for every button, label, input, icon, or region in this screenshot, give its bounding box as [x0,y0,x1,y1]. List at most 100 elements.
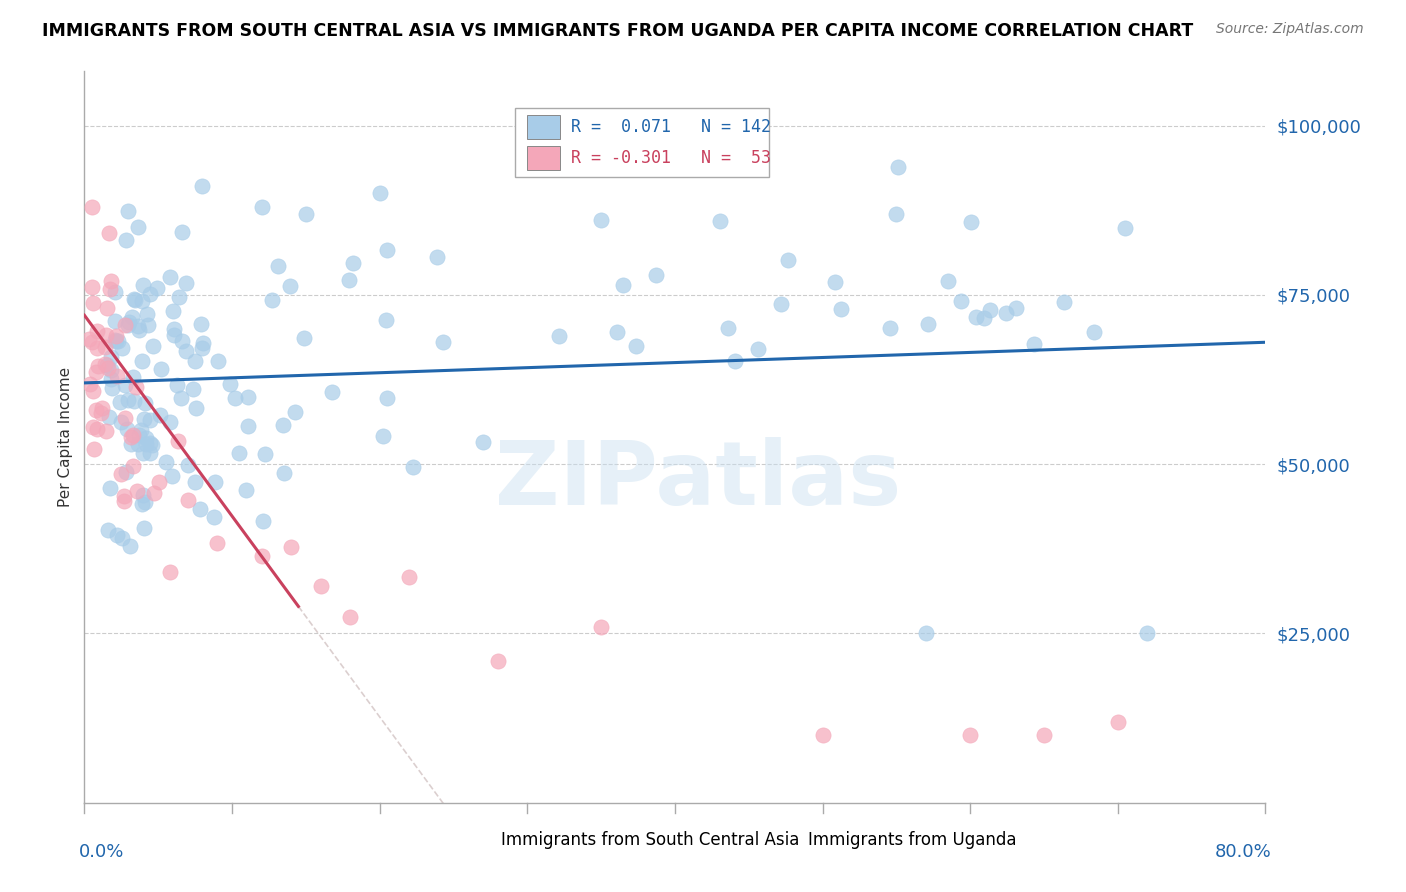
Y-axis label: Per Capita Income: Per Capita Income [58,367,73,508]
Point [83,442,105,456]
Point [82,419,104,434]
Point [112,494,135,508]
Point [375,391,398,405]
Point [166,378,188,392]
Point [97,523,120,537]
Point [170,334,193,348]
Point [139,287,162,301]
Point [82,296,104,310]
Text: Immigrants from Uganda: Immigrants from Uganda [808,831,1017,849]
Point [238,390,260,404]
Point [96,301,118,316]
Point [280,540,302,554]
Point [398,569,420,583]
Point [120,437,142,451]
Point [1005,301,1028,315]
Point [191,335,214,350]
Text: Immigrants from South Central Asia: Immigrants from South Central Asia [502,831,800,849]
Point [936,274,959,288]
Point [132,278,155,293]
Point [121,459,143,474]
Point [131,353,153,368]
Point [432,335,454,350]
Point [111,341,134,355]
Point [132,412,155,426]
Point [1033,728,1056,742]
Point [86,422,108,436]
Point [114,465,136,479]
Point [612,278,634,293]
Point [98,282,121,296]
Point [131,497,153,511]
Text: 80.0%: 80.0% [1215,843,1271,861]
Point [426,251,449,265]
Point [128,427,150,442]
Point [129,424,152,438]
Point [110,415,132,429]
Point [224,392,246,406]
Point [368,186,391,201]
Point [134,521,156,535]
Point [1107,715,1129,730]
Point [136,307,159,321]
Point [770,297,793,311]
Point [127,437,149,451]
Point [716,321,738,335]
Point [973,311,995,326]
Point [252,514,274,528]
Text: Source: ZipAtlas.com: Source: ZipAtlas.com [1216,22,1364,37]
Point [115,422,138,436]
Point [486,654,509,668]
Point [98,481,121,495]
Point [166,434,188,448]
Point [128,323,150,337]
Point [1083,326,1105,340]
Point [120,429,142,443]
Point [294,331,316,345]
Point [91,401,114,416]
Text: IMMIGRANTS FROM SOUTH CENTRAL ASIA VS IMMIGRANTS FROM UGANDA PER CAPITA INCOME C: IMMIGRANTS FROM SOUTH CENTRAL ASIA VS IM… [42,22,1194,40]
Point [1136,626,1159,640]
Point [86,341,108,355]
Point [181,382,204,396]
Text: 0.0%: 0.0% [79,843,124,861]
Point [170,392,193,406]
Point [84,403,107,417]
Point [172,225,194,239]
Point [606,325,628,339]
Point [917,317,939,331]
Point [267,259,290,273]
Point [100,274,122,288]
Point [98,226,121,240]
Point [994,306,1017,320]
Point [202,509,225,524]
Point [127,219,149,234]
Point [950,293,973,308]
Point [190,341,212,355]
FancyBboxPatch shape [516,108,769,178]
Point [124,293,146,307]
Point [177,458,200,472]
Point [86,325,108,339]
Point [235,483,257,497]
Point [114,378,136,392]
Point [591,620,613,634]
Point [135,437,157,451]
Point [1053,294,1076,309]
Point [100,363,122,377]
Point [709,214,731,228]
Point [139,435,162,450]
Point [104,314,127,328]
FancyBboxPatch shape [457,830,489,850]
Point [111,531,134,545]
Point [105,528,128,542]
Point [89,406,111,420]
Point [104,329,127,343]
Point [122,394,145,409]
Point [100,351,122,365]
Point [337,272,360,286]
Point [107,334,129,348]
Point [131,294,153,309]
Point [207,535,229,549]
Point [163,322,186,336]
